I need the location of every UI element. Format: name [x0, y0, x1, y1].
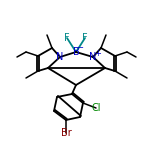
Text: B: B — [73, 47, 79, 57]
Text: Cl: Cl — [91, 103, 101, 113]
Text: N: N — [56, 52, 64, 62]
Text: F: F — [64, 33, 70, 43]
Text: Br: Br — [61, 128, 71, 138]
Text: −: − — [76, 43, 83, 52]
Text: F: F — [82, 33, 88, 43]
Text: +: + — [95, 48, 101, 57]
Text: N: N — [89, 52, 97, 62]
